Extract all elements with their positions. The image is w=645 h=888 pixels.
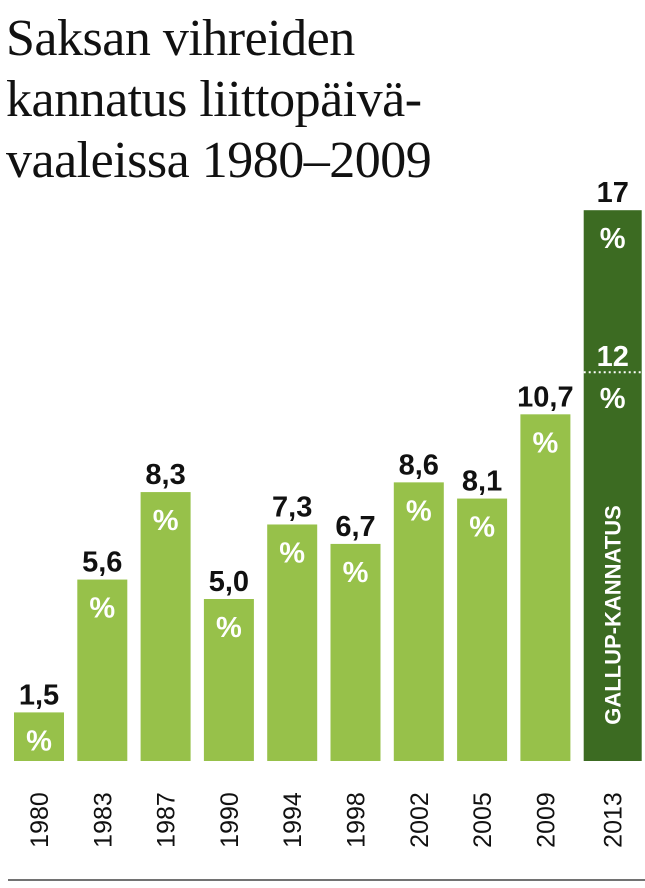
data-label: 5,0 (209, 566, 249, 598)
data-label: 1,5 (19, 679, 59, 711)
title-line: vaaleissa 1980–2009 (6, 132, 432, 189)
poll-low-percent: % (600, 383, 626, 415)
x-tick-label: 1998 (343, 792, 371, 848)
title-line: Saksan vihreiden (6, 10, 355, 67)
percent-label: % (153, 505, 179, 537)
poll-low-label: 12 (597, 341, 629, 373)
x-tick-label: 1987 (153, 792, 181, 848)
percent-label: % (279, 537, 305, 569)
x-tick-label: 1980 (26, 792, 54, 848)
percent-label: % (469, 512, 495, 544)
x-tick-label: 2009 (532, 792, 560, 848)
percent-label: % (26, 725, 52, 757)
data-label: 8,3 (145, 459, 185, 491)
chart-title: Saksan vihreiden kannatus liittopäivä- v… (6, 8, 566, 191)
percent-label: % (216, 612, 242, 644)
bar (140, 492, 191, 761)
data-label: 8,6 (399, 449, 439, 481)
percent-label: % (89, 593, 115, 625)
percent-label: % (343, 557, 369, 589)
percent-label: % (600, 223, 626, 255)
data-label: 7,3 (272, 491, 312, 523)
data-label: 17 (597, 177, 629, 209)
data-label: 8,1 (462, 466, 502, 498)
data-label: 6,7 (335, 511, 375, 543)
x-tick-label: 2002 (406, 792, 434, 848)
x-tick-label: 2013 (600, 792, 628, 848)
bar (457, 498, 508, 761)
bar (330, 543, 381, 761)
x-tick-label: 2005 (469, 792, 497, 848)
poll-bar (583, 210, 642, 761)
bar (267, 524, 318, 761)
title-line: kannatus liittopäivä- (6, 71, 422, 128)
data-label: 5,6 (82, 547, 122, 579)
x-tick-label: 1983 (89, 792, 117, 848)
x-tick-label: 1994 (279, 792, 307, 848)
bar (393, 482, 444, 761)
x-tick-label: 1990 (216, 792, 244, 848)
poll-label: GALLUP-KANNATUS (601, 505, 626, 725)
bar (77, 579, 128, 761)
bar (203, 599, 254, 761)
percent-label: % (406, 495, 432, 527)
bar (14, 712, 64, 761)
percent-label: % (533, 427, 559, 459)
data-label: 10,7 (517, 381, 573, 413)
bar (520, 414, 571, 761)
